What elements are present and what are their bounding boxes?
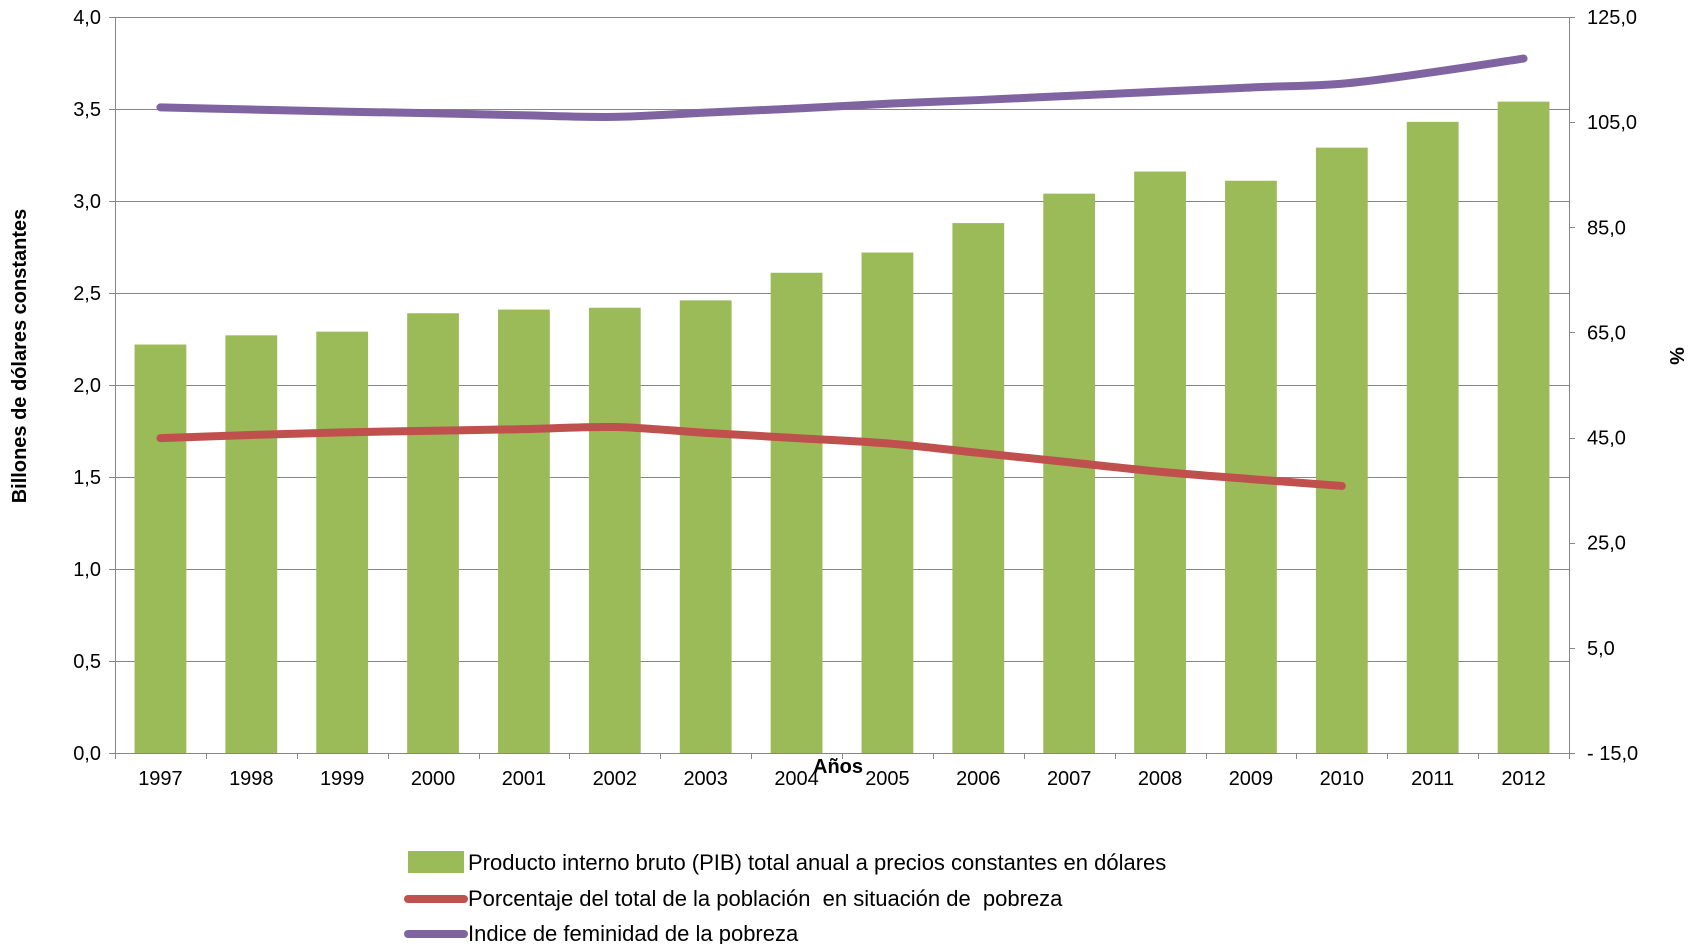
- y-tick-label-right: 125,0: [1587, 7, 1637, 29]
- bar-series: [134, 101, 1550, 753]
- bar: [588, 307, 641, 753]
- y-tick-label-right: 65,0: [1587, 322, 1626, 344]
- y-tick-label-left: 0,0: [73, 743, 101, 765]
- x-tick-label: 2001: [502, 768, 547, 790]
- y-tick-label-left: 1,0: [73, 559, 101, 581]
- x-tick-label: 2011: [1411, 768, 1454, 790]
- bar: [861, 252, 914, 753]
- y-tick-label-left: 3,0: [73, 191, 101, 213]
- y-tick-label-right: 85,0: [1587, 217, 1626, 239]
- legend-label-feminidad: Indice de feminidad de la pobreza: [468, 921, 799, 944]
- y-axis-left-ticks: 0,0 0,5 1,0 1,5 2,0 2,5 3,0 3,5 4,0: [73, 7, 101, 765]
- legend: Producto interno bruto (PIB) total anual…: [404, 850, 1166, 946]
- y-tick-label-left: 3,5: [73, 99, 101, 121]
- x-tick-label: 2002: [593, 768, 638, 790]
- legend-swatch-pib: [408, 851, 464, 873]
- x-tick-label: 2005: [865, 768, 910, 790]
- x-tick-label: 2010: [1320, 768, 1365, 790]
- legend-label-pib: Producto interno bruto (PIB) total anual…: [468, 850, 1166, 875]
- x-tick-label: 2007: [1047, 768, 1092, 790]
- y-tick-label-right: 5,0: [1587, 638, 1615, 660]
- x-tick-label: 2006: [956, 768, 1001, 790]
- bar: [1406, 121, 1459, 753]
- bar: [134, 344, 187, 753]
- x-tick-label: 1998: [229, 768, 274, 790]
- bar: [1225, 180, 1277, 753]
- legend-label-pobreza: Porcentaje del total de la población en …: [468, 886, 1063, 911]
- y-axis-left-title: Billones de dólares constantes: [9, 209, 31, 504]
- y-tick-label-left: 2,5: [73, 283, 101, 305]
- x-tick-label: 2004: [774, 768, 819, 790]
- x-axis-ticks: 1997 1998 1999 2000 2001 2002 2003 2004 2005 2006…: [138, 768, 1546, 790]
- y-tick-label-left: 2,0: [73, 375, 101, 397]
- x-tick-label: 1997: [138, 768, 183, 790]
- x-tick-label: 2009: [1229, 768, 1274, 790]
- y-tick-label-left: 1,5: [73, 467, 101, 489]
- x-tick-label: 2000: [411, 768, 456, 790]
- x-axis-title: Años: [813, 756, 863, 778]
- bar: [770, 272, 823, 753]
- y-axis-right-title: %: [1665, 347, 1687, 365]
- y-tick-label-left: 0,5: [73, 651, 101, 673]
- y-tick-label-right: 45,0: [1587, 428, 1626, 450]
- bar: [679, 300, 732, 753]
- series-line: [156, 54, 1528, 121]
- axes: [109, 17, 1575, 759]
- series-line: [156, 422, 1346, 490]
- y-tick-label-left: 4,0: [73, 7, 101, 29]
- bar: [498, 309, 550, 753]
- x-tick-label: 1999: [320, 768, 365, 790]
- bar: [1315, 147, 1368, 753]
- bar: [225, 335, 278, 753]
- bar: [407, 313, 459, 753]
- bar: [1134, 171, 1186, 753]
- bar: [316, 331, 369, 753]
- bar: [1043, 193, 1096, 753]
- x-tick-label: 2008: [1138, 768, 1183, 790]
- x-tick-label: 2003: [683, 768, 728, 790]
- x-tick-label: 2012: [1501, 768, 1546, 790]
- bar: [952, 223, 1005, 753]
- y-axis-right-ticks: - 15,0 5,0 25,0 45,0 65,0 85,0 105,0 125,0: [1587, 7, 1638, 765]
- y-tick-label-right: - 15,0: [1587, 743, 1638, 765]
- bar: [1497, 101, 1550, 753]
- y-tick-label-right: 105,0: [1587, 112, 1637, 134]
- line-series: [156, 54, 1528, 490]
- y-tick-label-right: 25,0: [1587, 533, 1626, 555]
